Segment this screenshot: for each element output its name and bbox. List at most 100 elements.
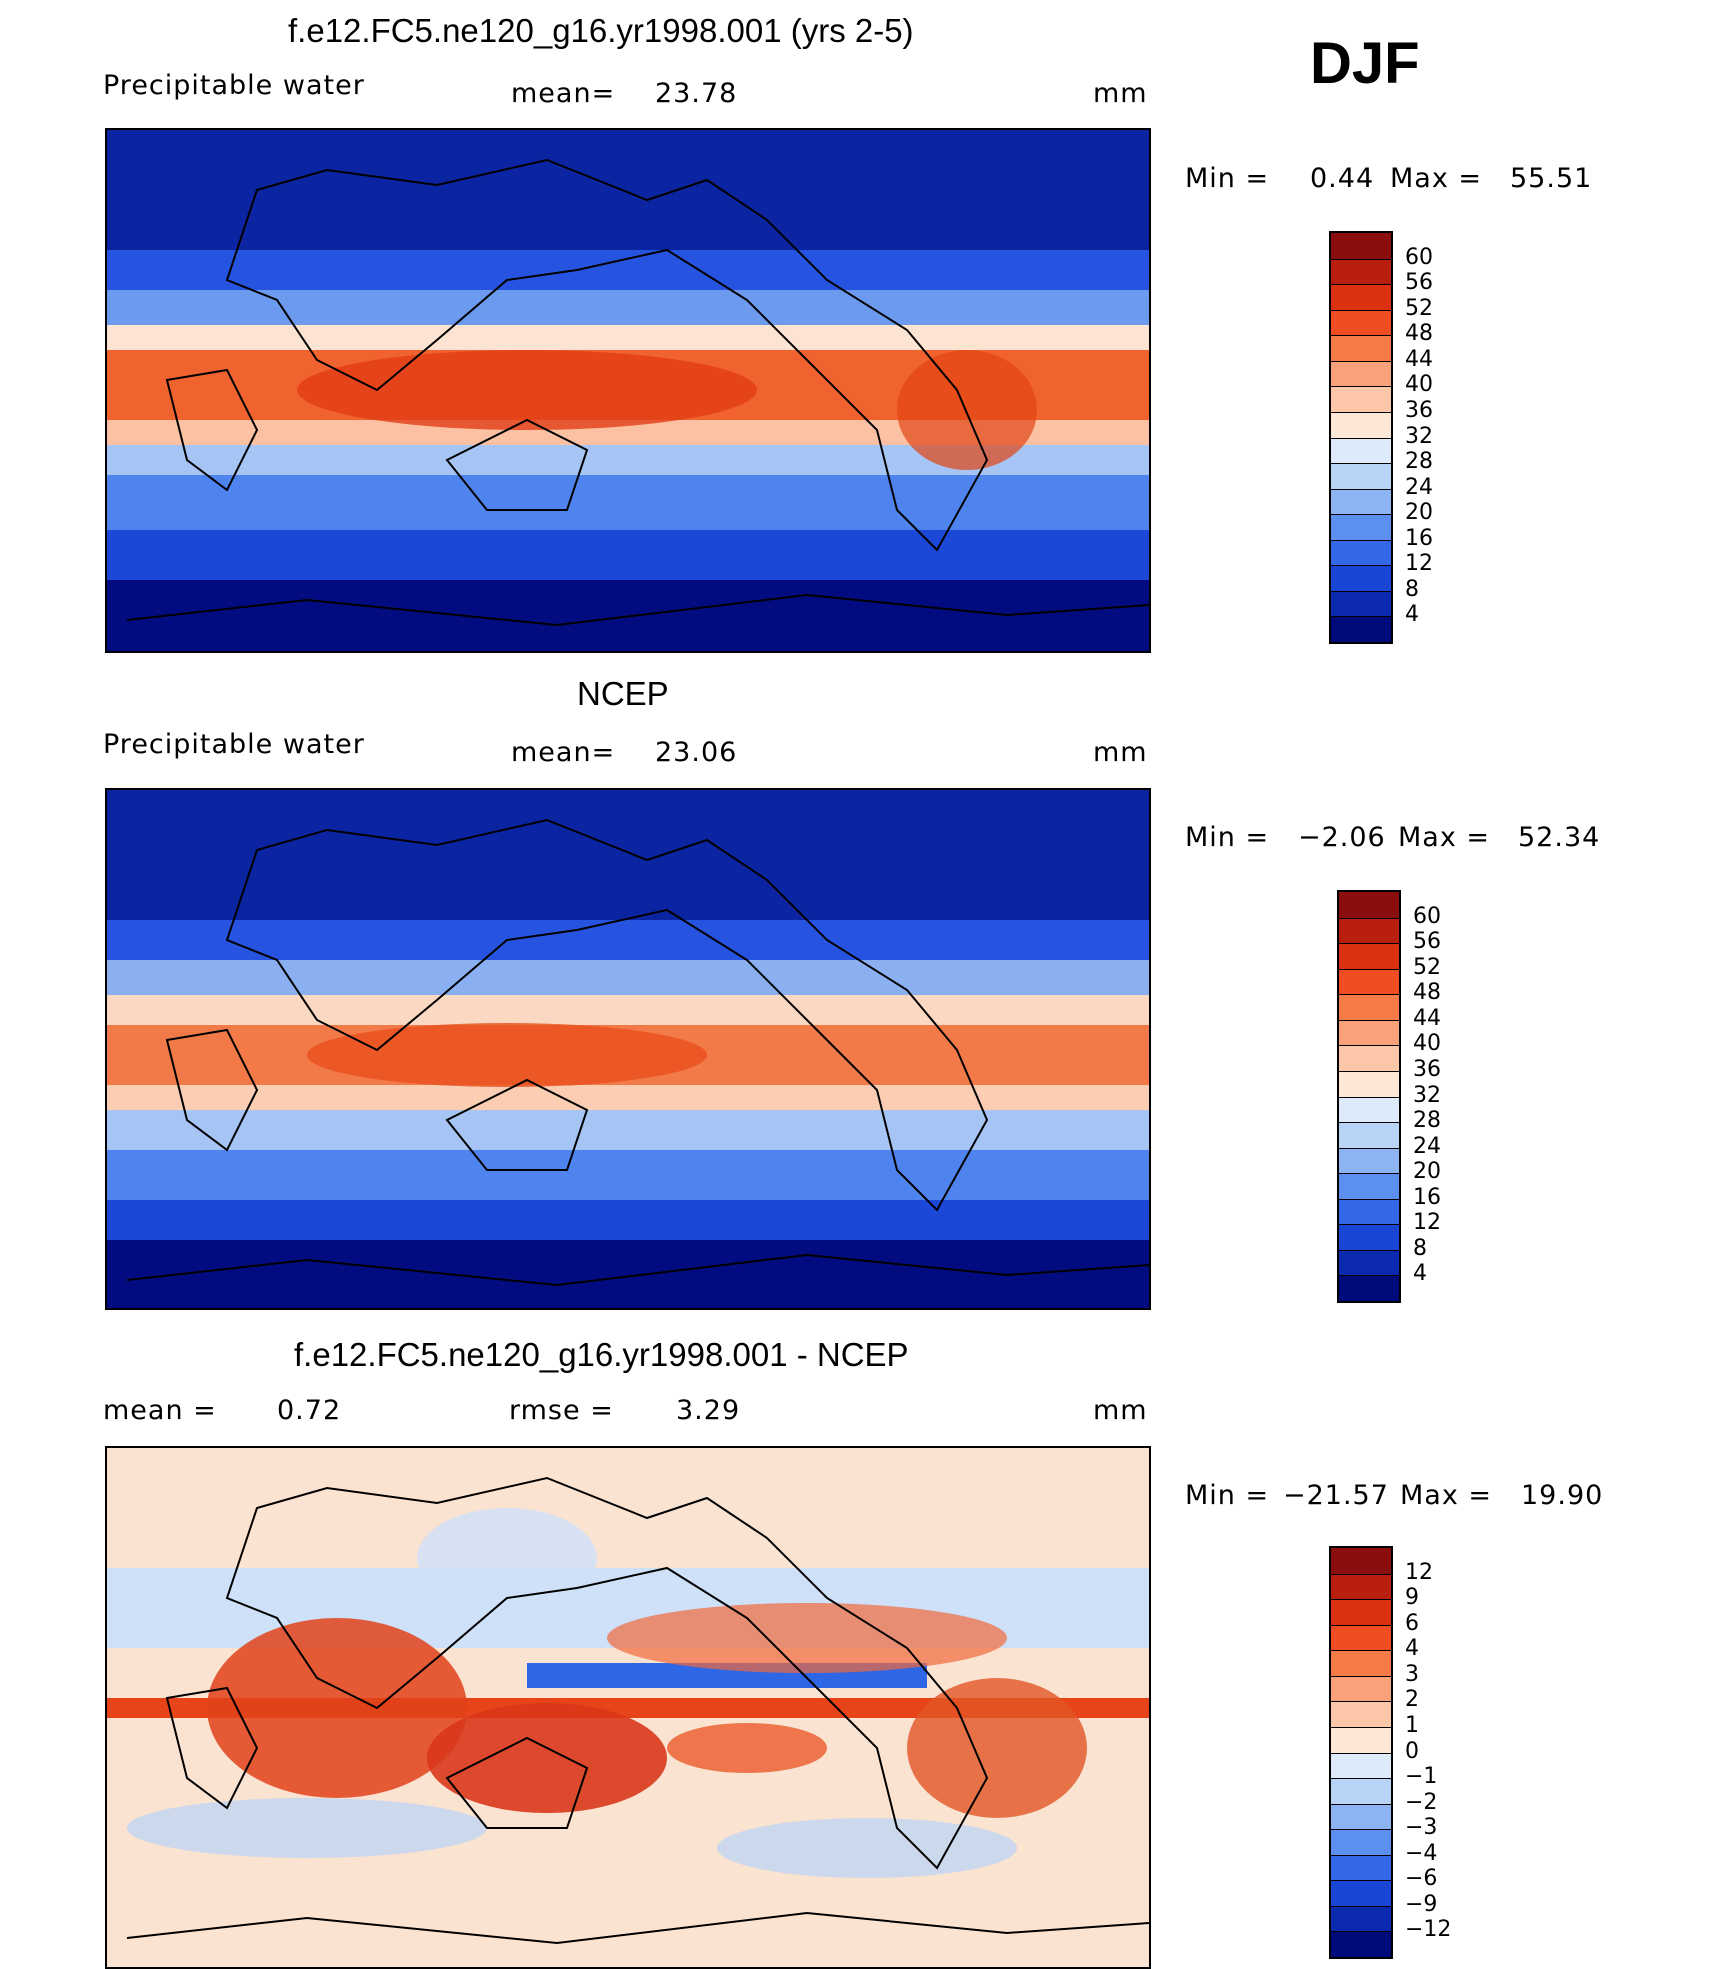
colorbar-tick-label: 60 <box>1405 244 1433 270</box>
colorbar-tick-label: 4 <box>1405 1636 1419 1662</box>
colorbar-tick-label: −12 <box>1405 1917 1452 1943</box>
panel3-max-label: Max = <box>1400 1480 1493 1511</box>
colorbar-tick-label: 3 <box>1405 1661 1419 1687</box>
colorbar-tick-label: 32 <box>1405 423 1433 449</box>
colorbar-tick-label: 56 <box>1405 270 1433 296</box>
panel2-units: mm <box>1093 737 1148 768</box>
colorbar-tick-label: 20 <box>1405 500 1433 526</box>
colorbar-block <box>1331 309 1391 336</box>
panel2-variable: Precipitable water <box>103 729 365 760</box>
panel3-title: f.e12.FC5.ne120_g16.yr1998.001 - NCEP <box>294 1336 909 1373</box>
colorbar-tick-label: 48 <box>1413 980 1441 1006</box>
colorbar-block <box>1331 1573 1391 1600</box>
colorbar-block <box>1331 463 1391 489</box>
colorbar-block <box>1331 1548 1391 1574</box>
panel1-units: mm <box>1093 78 1148 109</box>
colorbar-block <box>1331 1726 1391 1753</box>
panel1-variable: Precipitable water <box>103 70 365 101</box>
colorbar-block <box>1331 1752 1391 1779</box>
colorbar-tick-label: 8 <box>1413 1235 1427 1261</box>
panel3-rmse-label: rmse = <box>509 1395 614 1426</box>
colorbar-block <box>1331 386 1391 412</box>
colorbar-tick-label: 0 <box>1405 1738 1419 1764</box>
colorbar-tick-label: 2 <box>1405 1687 1419 1713</box>
panel1-mean-value: 23.78 <box>655 78 738 109</box>
panel1-min-value: 0.44 <box>1310 163 1375 194</box>
panel1-mean-label: mean= <box>511 78 616 109</box>
panel3-min-label: Min = <box>1185 1480 1270 1511</box>
panel2-map <box>105 788 1151 1310</box>
colorbar-block <box>1339 1173 1399 1199</box>
panel1-map-field <box>107 130 1149 651</box>
panel3-rmse-value: 3.29 <box>676 1395 741 1426</box>
panel1-colorbar <box>1329 231 1393 644</box>
colorbar-block <box>1339 1070 1399 1097</box>
panel2-max-label: Max = <box>1398 822 1491 853</box>
colorbar-block <box>1339 1019 1399 1046</box>
panel1-map <box>105 128 1151 653</box>
panel3-min-value: −21.57 <box>1283 1480 1389 1511</box>
panel3-map-field <box>107 1448 1149 1967</box>
panel3-units: mm <box>1093 1395 1148 1426</box>
colorbar-block <box>1331 616 1391 642</box>
panel1-min-label: Min = <box>1185 163 1270 194</box>
colorbar-tick-label: −6 <box>1405 1866 1438 1892</box>
colorbar-tick-label: −4 <box>1405 1840 1438 1866</box>
colorbar-block <box>1331 488 1391 515</box>
colorbar-block <box>1339 1096 1399 1123</box>
colorbar-tick-label: 28 <box>1413 1108 1441 1134</box>
colorbar-tick-label: −9 <box>1405 1891 1438 1917</box>
colorbar-block <box>1339 1224 1399 1250</box>
colorbar-block <box>1339 1249 1399 1276</box>
colorbar-block <box>1331 539 1391 566</box>
colorbar-block <box>1331 1650 1391 1676</box>
panel1-title: f.e12.FC5.ne120_g16.yr1998.001 (yrs 2-5) <box>288 12 914 49</box>
colorbar-block <box>1339 943 1399 969</box>
colorbar-tick-label: 36 <box>1405 397 1433 423</box>
colorbar-tick-label: 60 <box>1413 903 1441 929</box>
colorbar-tick-label: 8 <box>1405 576 1419 602</box>
colorbar-block <box>1339 1275 1399 1301</box>
colorbar-block <box>1339 994 1399 1020</box>
colorbar-tick-label: 12 <box>1405 1559 1433 1585</box>
colorbar-block <box>1331 258 1391 285</box>
panel2-max-value: 52.34 <box>1518 822 1601 853</box>
colorbar-tick-label: 36 <box>1413 1056 1441 1082</box>
panel3-mean-label: mean = <box>103 1395 217 1426</box>
panel2-mean-value: 23.06 <box>655 737 738 768</box>
colorbar-tick-label: 24 <box>1413 1133 1441 1159</box>
panel3-max-value: 19.90 <box>1521 1480 1604 1511</box>
colorbar-block <box>1331 1675 1391 1702</box>
colorbar-block <box>1331 233 1391 259</box>
colorbar-block <box>1331 411 1391 438</box>
colorbar-tick-label: 32 <box>1413 1082 1441 1108</box>
colorbar-tick-label: 4 <box>1405 602 1419 628</box>
panel2-min-value: −2.06 <box>1298 822 1386 853</box>
colorbar-tick-label: 52 <box>1405 295 1433 321</box>
panel2-title: NCEP <box>577 675 669 712</box>
colorbar-tick-label: 20 <box>1413 1159 1441 1185</box>
colorbar-block <box>1331 284 1391 310</box>
colorbar-tick-label: 6 <box>1405 1610 1419 1636</box>
panel2-min-label: Min = <box>1185 822 1270 853</box>
panel3-colorbar <box>1329 1546 1393 1959</box>
colorbar-tick-label: 56 <box>1413 929 1441 955</box>
colorbar-block <box>1331 1624 1391 1651</box>
colorbar-block <box>1331 437 1391 464</box>
colorbar-tick-label: −2 <box>1405 1789 1438 1815</box>
colorbar-tick-label: 44 <box>1405 346 1433 372</box>
panel2-mean-label: mean= <box>511 737 616 768</box>
colorbar-tick-label: −1 <box>1405 1764 1438 1790</box>
colorbar-block <box>1331 590 1391 617</box>
panel3-map <box>105 1446 1151 1969</box>
colorbar-block <box>1331 1931 1391 1957</box>
colorbar-tick-label: 9 <box>1405 1585 1419 1611</box>
colorbar-tick-label: 44 <box>1413 1005 1441 1031</box>
colorbar-block <box>1331 1829 1391 1855</box>
colorbar-block <box>1331 1778 1391 1804</box>
colorbar-block <box>1339 1147 1399 1174</box>
colorbar-block <box>1331 1880 1391 1906</box>
colorbar-block <box>1331 514 1391 540</box>
colorbar-block <box>1339 1045 1399 1071</box>
colorbar-tick-label: 12 <box>1413 1210 1441 1236</box>
